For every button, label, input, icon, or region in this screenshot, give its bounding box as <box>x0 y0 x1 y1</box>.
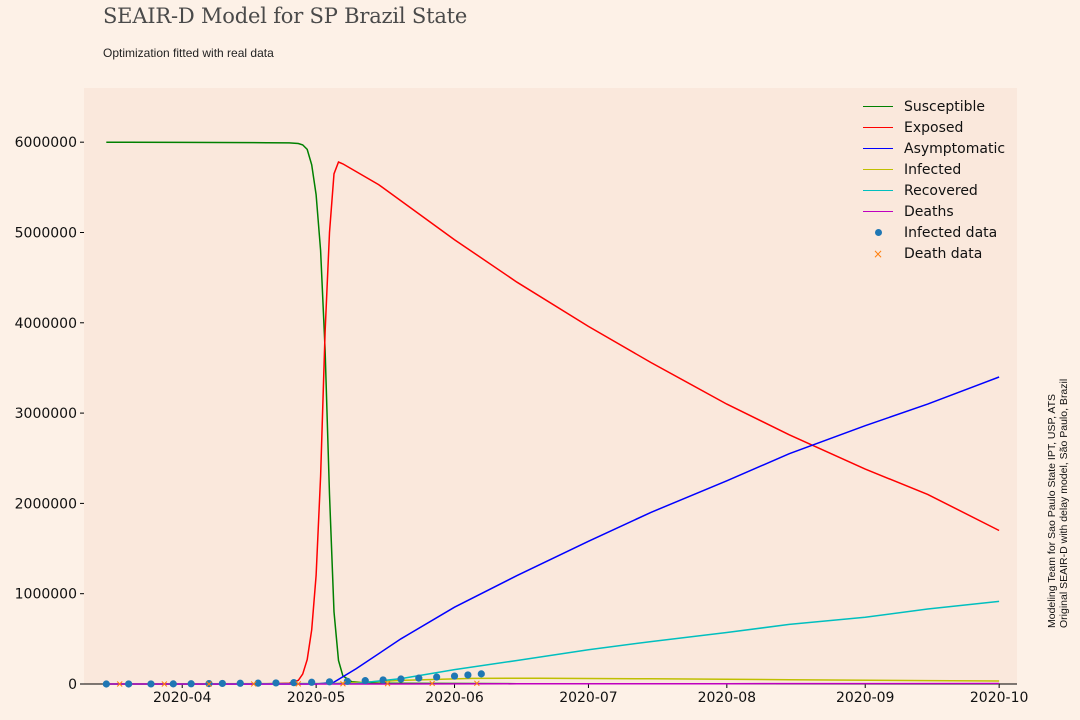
legend-label: Susceptible <box>904 98 986 115</box>
data-point-death-data <box>206 681 212 687</box>
legend-label: Asymptomatic <box>904 140 1006 157</box>
x-tick-label: 2020-09 <box>836 690 895 706</box>
x-tick-label: 2020-07 <box>559 690 618 706</box>
x-tick-label: 2020-06 <box>425 690 484 706</box>
legend-item-deaths: Deaths <box>862 201 1005 222</box>
legend-item-infected-data: Infected data <box>862 222 1005 243</box>
data-point-infected-data <box>477 670 485 678</box>
data-point-infected-data <box>290 679 298 687</box>
plot-area <box>84 88 1017 684</box>
data-point-infected-data <box>379 676 387 684</box>
side-note-line1: Modeling Team for Sao Paulo State IPT, U… <box>1046 393 1058 628</box>
data-point-death-data <box>473 680 480 687</box>
y-tick-label: 2000000 <box>15 496 77 512</box>
data-point-death-data <box>340 680 346 687</box>
legend-item-infected: Infected <box>862 159 1005 180</box>
data-point-infected-data <box>236 679 244 687</box>
legend-marker: × <box>872 246 884 261</box>
data-point-infected-data <box>415 674 423 682</box>
y-tick-label: 0 <box>68 677 77 693</box>
x-tick-label: 2020-05 <box>287 690 346 706</box>
data-point-infected-data <box>308 678 316 686</box>
data-point-death-data <box>250 681 257 687</box>
series-layer <box>102 141 1000 688</box>
chart-subtitle: Optimization fitted with real data <box>103 46 274 60</box>
legend-item-recovered: Recovered <box>862 180 1005 201</box>
x-tick-label: 2020-04 <box>153 690 212 706</box>
data-point-infected-data <box>325 678 334 686</box>
data-point-infected-data <box>102 680 110 688</box>
x-tick-label: 2020-10 <box>970 690 1029 706</box>
data-point-infected-data <box>361 677 369 685</box>
data-point-infected-data <box>272 679 280 687</box>
series-line-recovered <box>106 600 1000 685</box>
legend-marker <box>862 226 894 240</box>
data-point-infected-data <box>147 680 155 688</box>
legend-item-exposed: Exposed <box>862 117 1005 138</box>
series-line-infected <box>106 677 1000 685</box>
legend-item-susceptible: Susceptible <box>862 96 1005 117</box>
legend-marker <box>862 163 894 177</box>
data-point-infected-data <box>218 679 226 688</box>
data-point-infected-data <box>450 672 459 680</box>
legend-marker <box>862 205 894 219</box>
data-point-death-data <box>161 681 168 687</box>
data-point-infected-data <box>125 680 133 688</box>
legend-label: Infected <box>904 161 962 178</box>
legend-marker <box>862 184 894 198</box>
data-point-infected-data <box>433 673 441 681</box>
legend-label: Death data <box>904 245 983 262</box>
y-tick-label: 3000000 <box>15 406 77 422</box>
legend-label: Infected data <box>904 224 998 241</box>
legend-item-death-data: × Death data <box>862 243 1005 264</box>
series-line-exposed <box>106 161 1000 685</box>
data-point-infected-data <box>397 675 405 683</box>
y-tick-label: 6000000 <box>15 135 77 151</box>
series-line-deaths <box>106 682 1000 685</box>
data-point-death-data <box>384 680 391 687</box>
legend-label: Exposed <box>904 119 964 136</box>
legend-label: Recovered <box>904 182 978 199</box>
chart-title: SEAIR-D Model for SP Brazil State <box>103 4 468 28</box>
data-point-death-data <box>429 680 436 687</box>
data-point-death-data <box>116 681 123 687</box>
y-tick-label: 5000000 <box>15 225 77 241</box>
side-note-line2: Original SEAIR-D with delay model, São P… <box>1058 378 1070 628</box>
data-point-infected-data <box>464 671 472 679</box>
legend-label: Deaths <box>904 203 954 220</box>
series-line-susceptible <box>106 141 1000 685</box>
data-point-infected-data <box>187 680 195 688</box>
legend-marker <box>862 100 894 114</box>
legend-marker <box>862 142 894 156</box>
series-line-asymptomatic <box>106 376 1000 685</box>
data-point-infected-data <box>254 679 262 687</box>
legend-marker <box>862 121 894 135</box>
x-tick-label: 2020-08 <box>698 690 757 706</box>
legend: Susceptible Exposed Asymptomatic Infected Re… <box>862 96 1005 264</box>
y-tick-label: 4000000 <box>15 316 77 332</box>
axes: 0 1000000 2000000 3000000 4000000 5000000 6000… <box>15 135 1029 706</box>
y-tick-label: 1000000 <box>15 587 77 603</box>
data-point-infected-data <box>343 677 351 685</box>
side-note: Modeling Team for Sao Paulo State IPT, U… <box>1046 379 1070 628</box>
data-point-infected-data <box>169 680 177 688</box>
legend-item-asymptomatic: Asymptomatic <box>862 138 1005 159</box>
data-point-death-data <box>295 680 302 687</box>
